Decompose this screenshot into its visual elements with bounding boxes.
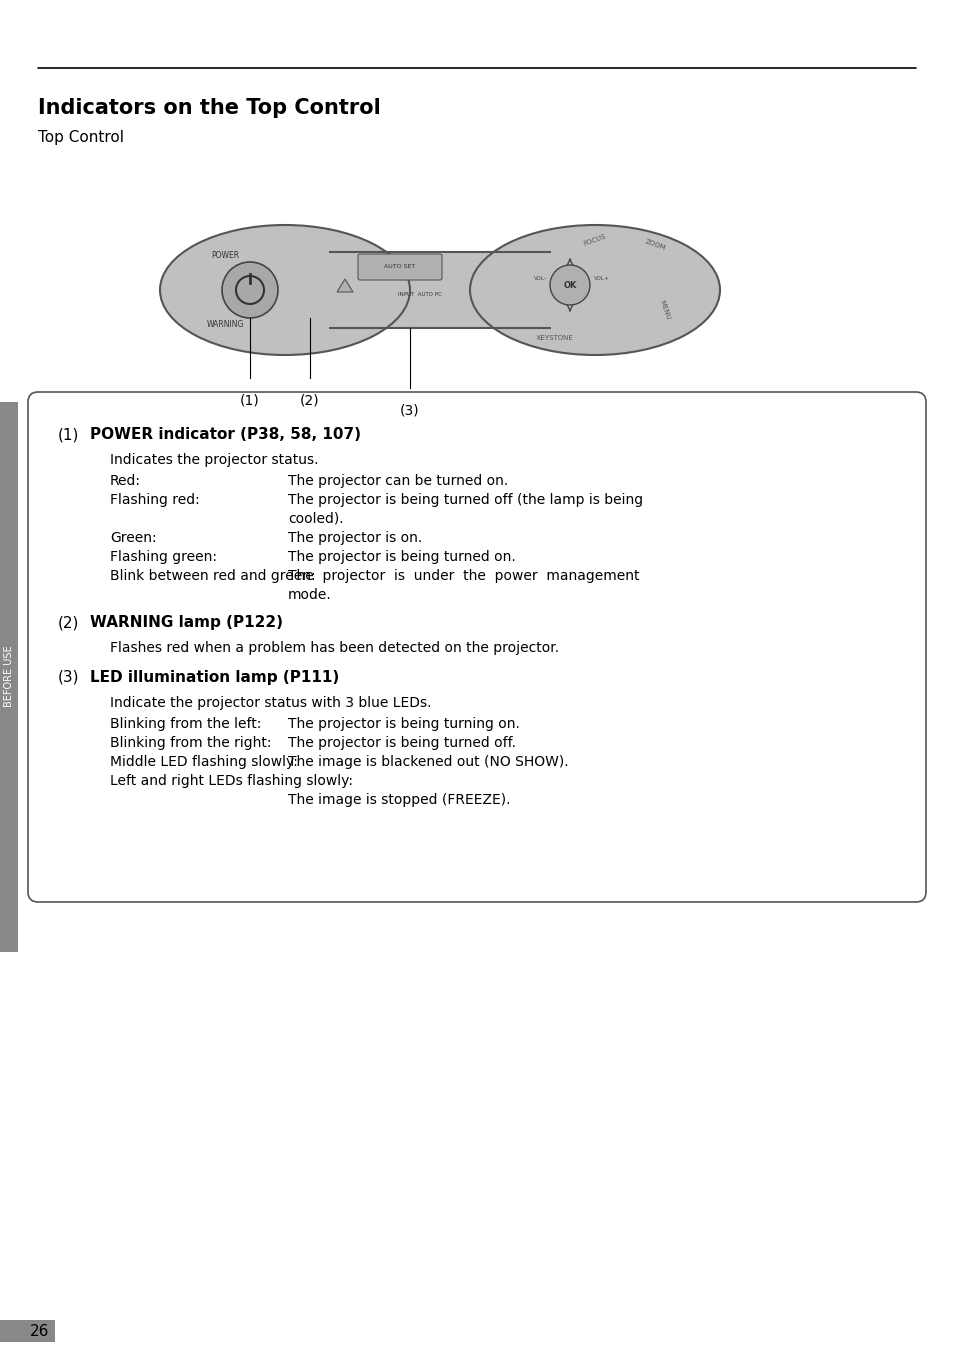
Text: Flashes red when a problem has been detected on the projector.: Flashes red when a problem has been dete… [110, 641, 558, 654]
Text: AUTO SET: AUTO SET [384, 265, 416, 269]
Text: Top Control: Top Control [38, 130, 124, 145]
Text: VOL+: VOL+ [594, 276, 609, 281]
Text: The  projector  is  under  the  power  management: The projector is under the power managem… [288, 569, 639, 583]
Text: POWER: POWER [211, 251, 239, 260]
Text: The projector is being turned off (the lamp is being: The projector is being turned off (the l… [288, 493, 642, 507]
Text: Indicates the projector status.: Indicates the projector status. [110, 453, 318, 466]
Bar [330, 251, 550, 329]
Text: The projector is on.: The projector is on. [288, 531, 422, 545]
Text: Blinking from the right:: Blinking from the right: [110, 735, 272, 750]
Text: Blinking from the left:: Blinking from the left: [110, 717, 261, 731]
Text: (3): (3) [58, 671, 79, 685]
Text: The projector is being turned on.: The projector is being turned on. [288, 550, 516, 564]
Ellipse shape [470, 224, 720, 356]
Text: OK: OK [562, 280, 576, 289]
Text: Middle LED flashing slowly:: Middle LED flashing slowly: [110, 754, 297, 769]
Polygon shape [336, 279, 353, 292]
Text: The projector can be turned on.: The projector can be turned on. [288, 475, 508, 488]
Text: BEFORE USE: BEFORE USE [4, 645, 14, 707]
Text: (2): (2) [300, 393, 319, 407]
Text: The projector is being turning on.: The projector is being turning on. [288, 717, 519, 731]
Text: Left and right LEDs flashing slowly:: Left and right LEDs flashing slowly: [110, 773, 353, 788]
Text: Indicators on the Top Control: Indicators on the Top Control [38, 97, 380, 118]
Text: cooled).: cooled). [288, 512, 343, 526]
Text: Green:: Green: [110, 531, 156, 545]
Text: Red:: Red: [110, 475, 141, 488]
Text: FOCUS: FOCUS [582, 233, 606, 247]
Text: KEYSTONE: KEYSTONE [536, 335, 573, 341]
Text: (3): (3) [399, 403, 419, 416]
Text: WARNING: WARNING [206, 320, 243, 329]
Text: 26: 26 [30, 1324, 50, 1338]
Text: ZOOM: ZOOM [643, 238, 665, 251]
Text: LED illumination lamp (P111): LED illumination lamp (P111) [90, 671, 339, 685]
FancyBboxPatch shape [357, 254, 441, 280]
Text: WARNING lamp (P122): WARNING lamp (P122) [90, 615, 283, 630]
Text: POWER indicator (P38, 58, 107): POWER indicator (P38, 58, 107) [90, 427, 360, 442]
Ellipse shape [160, 224, 410, 356]
Text: (2): (2) [58, 615, 79, 630]
Text: (1): (1) [240, 393, 259, 407]
Text: Blink between red and green:: Blink between red and green: [110, 569, 315, 583]
Bar [0, 402, 18, 952]
Text: The image is stopped (FREEZE).: The image is stopped (FREEZE). [288, 794, 510, 807]
Text: The projector is being turned off.: The projector is being turned off. [288, 735, 516, 750]
Bar [0, 1320, 55, 1343]
Circle shape [222, 262, 277, 318]
Text: (1): (1) [58, 427, 79, 442]
Text: Flashing green:: Flashing green: [110, 550, 216, 564]
Text: VOL-: VOL- [533, 276, 546, 281]
Text: Indicate the projector status with 3 blue LEDs.: Indicate the projector status with 3 blu… [110, 696, 431, 710]
Circle shape [550, 265, 589, 306]
Text: The image is blackened out (NO SHOW).: The image is blackened out (NO SHOW). [288, 754, 568, 769]
Text: Flashing red:: Flashing red: [110, 493, 199, 507]
Text: INPUT  AUTO PC: INPUT AUTO PC [397, 292, 441, 297]
Text: mode.: mode. [288, 588, 332, 602]
Text: MENU: MENU [658, 299, 671, 320]
FancyBboxPatch shape [28, 392, 925, 902]
